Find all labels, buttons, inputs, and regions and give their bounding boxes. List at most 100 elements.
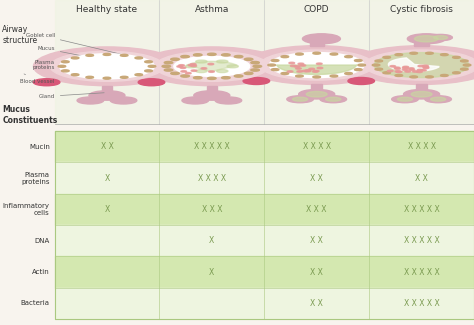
Bar [369, 288, 474, 319]
Circle shape [326, 97, 341, 101]
Bar [310, 39, 324, 46]
Circle shape [181, 56, 189, 58]
Circle shape [403, 89, 439, 99]
Bar [55, 225, 159, 256]
Circle shape [423, 66, 428, 68]
Circle shape [251, 61, 259, 64]
Circle shape [164, 61, 173, 64]
Text: X X X X: X X X X [408, 142, 436, 151]
Circle shape [292, 97, 308, 101]
Circle shape [348, 77, 374, 84]
Bar [55, 131, 474, 319]
Circle shape [271, 59, 279, 61]
Circle shape [383, 72, 391, 74]
Circle shape [422, 65, 428, 67]
Circle shape [155, 51, 269, 81]
Circle shape [208, 63, 214, 65]
Circle shape [251, 69, 259, 71]
Circle shape [390, 66, 396, 67]
Bar [416, 84, 427, 89]
Bar [264, 256, 369, 288]
Bar [264, 162, 369, 194]
Bar [159, 194, 264, 225]
Circle shape [215, 97, 242, 104]
Circle shape [77, 97, 104, 104]
Circle shape [217, 60, 228, 63]
Text: X X: X X [100, 142, 113, 151]
Text: Blood vessel: Blood vessel [20, 74, 55, 84]
Circle shape [294, 66, 300, 67]
Circle shape [320, 96, 346, 103]
Bar [264, 288, 369, 319]
Bar [264, 225, 369, 256]
Text: X: X [104, 205, 109, 214]
Text: X X X X: X X X X [198, 174, 226, 183]
Circle shape [34, 47, 181, 86]
Text: Goblet cell: Goblet cell [26, 32, 135, 58]
Circle shape [402, 67, 408, 69]
Circle shape [358, 64, 365, 66]
Circle shape [414, 36, 438, 42]
Bar [264, 194, 369, 225]
Circle shape [402, 69, 408, 71]
Circle shape [103, 77, 111, 79]
Circle shape [407, 34, 445, 44]
Circle shape [33, 79, 60, 86]
Text: X X X X X: X X X X X [404, 299, 439, 308]
Circle shape [409, 69, 415, 71]
Circle shape [313, 52, 320, 54]
Bar [369, 162, 474, 194]
Circle shape [135, 57, 143, 59]
Bar [369, 0, 474, 125]
Circle shape [317, 67, 323, 69]
Text: Plasma
proteins: Plasma proteins [21, 172, 50, 185]
Bar [207, 86, 217, 91]
Circle shape [71, 57, 79, 59]
Circle shape [222, 54, 230, 56]
Text: Gland: Gland [38, 93, 104, 99]
Circle shape [148, 65, 156, 67]
Text: Plasma
proteins: Plasma proteins [32, 60, 100, 71]
Circle shape [135, 74, 143, 76]
Circle shape [423, 67, 429, 69]
Circle shape [269, 53, 364, 78]
Circle shape [268, 64, 275, 66]
Circle shape [397, 97, 412, 101]
Bar [55, 0, 159, 125]
Circle shape [120, 54, 128, 56]
Circle shape [208, 53, 216, 56]
Circle shape [297, 71, 302, 72]
Circle shape [348, 46, 474, 84]
Text: X: X [104, 174, 109, 183]
Circle shape [193, 54, 202, 56]
Circle shape [426, 76, 433, 78]
Circle shape [418, 65, 424, 67]
Circle shape [222, 77, 230, 79]
Text: Cystic fibrosis: Cystic fibrosis [390, 5, 453, 14]
Circle shape [453, 72, 460, 74]
Circle shape [330, 53, 337, 55]
Circle shape [417, 69, 423, 71]
Text: Mucus: Mucus [37, 46, 114, 62]
Text: Healthy state: Healthy state [76, 5, 137, 14]
Circle shape [138, 79, 165, 86]
Bar [369, 256, 474, 288]
Circle shape [86, 54, 93, 56]
Bar [369, 131, 474, 162]
Circle shape [313, 70, 319, 72]
Polygon shape [276, 65, 357, 74]
Circle shape [317, 63, 322, 64]
Bar [159, 0, 264, 125]
Text: Airway
structure: Airway structure [2, 25, 37, 45]
Circle shape [260, 50, 374, 80]
Circle shape [191, 70, 197, 72]
Circle shape [463, 64, 471, 66]
Bar [264, 0, 369, 125]
Circle shape [185, 72, 191, 74]
Circle shape [234, 75, 243, 77]
Circle shape [453, 56, 460, 58]
Circle shape [281, 56, 289, 58]
Circle shape [374, 53, 469, 78]
Circle shape [405, 71, 410, 72]
Circle shape [188, 64, 194, 66]
